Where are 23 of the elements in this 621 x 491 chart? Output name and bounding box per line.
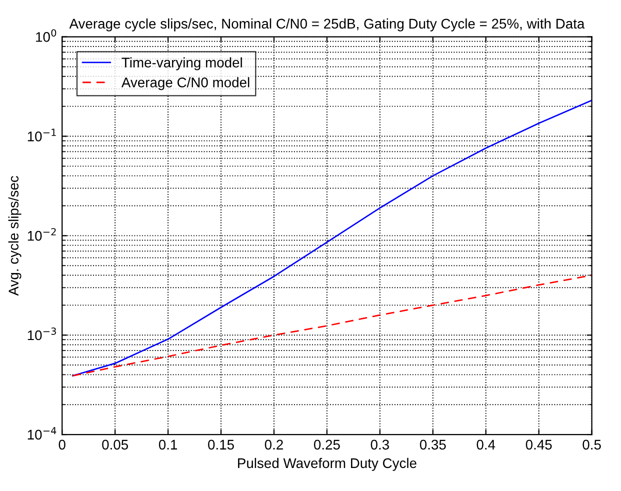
x-tick-label: 0.15 <box>208 440 234 450</box>
y-tick-label: 10$^{−3}$ <box>28 328 56 340</box>
y-tick-label: 10$^{−1}$ <box>28 128 56 142</box>
y-tick-label: 10$^{−2}$ <box>28 228 56 241</box>
x-axis-title: Pulsed Waveform Duty Cycle <box>238 458 416 471</box>
legend-label: Average C/N0 model <box>121 77 250 90</box>
x-tick-label: 0.3 <box>370 440 389 450</box>
x-tick-label: 0.4 <box>476 440 496 450</box>
x-tick-label: 0.2 <box>264 440 283 450</box>
line-series <box>72 100 592 376</box>
y-axis-title: Avg. cycle slips/sec <box>8 176 22 296</box>
y-tick-label: 10$^{−4}$ <box>28 427 56 440</box>
x-tick-label: 0 <box>58 440 66 450</box>
x-tick-label: 0.45 <box>526 440 552 450</box>
line-series <box>72 274 592 376</box>
x-tick-label: 0.5 <box>582 440 601 450</box>
chart-title: Average cycle slips/sec, Nominal C/N0 = 25dB, Gating Duty Cycle = 25%, with Data <box>69 18 585 32</box>
x-tick-label: 0.25 <box>314 440 340 450</box>
y-tick-label: 10$^{0}$ <box>36 29 56 42</box>
x-tick-label: 0.35 <box>420 440 446 450</box>
legend-label: Time-varying model <box>122 57 242 70</box>
x-tick-label: 0.1 <box>158 440 178 450</box>
x-tick-label: 0.05 <box>102 440 128 450</box>
